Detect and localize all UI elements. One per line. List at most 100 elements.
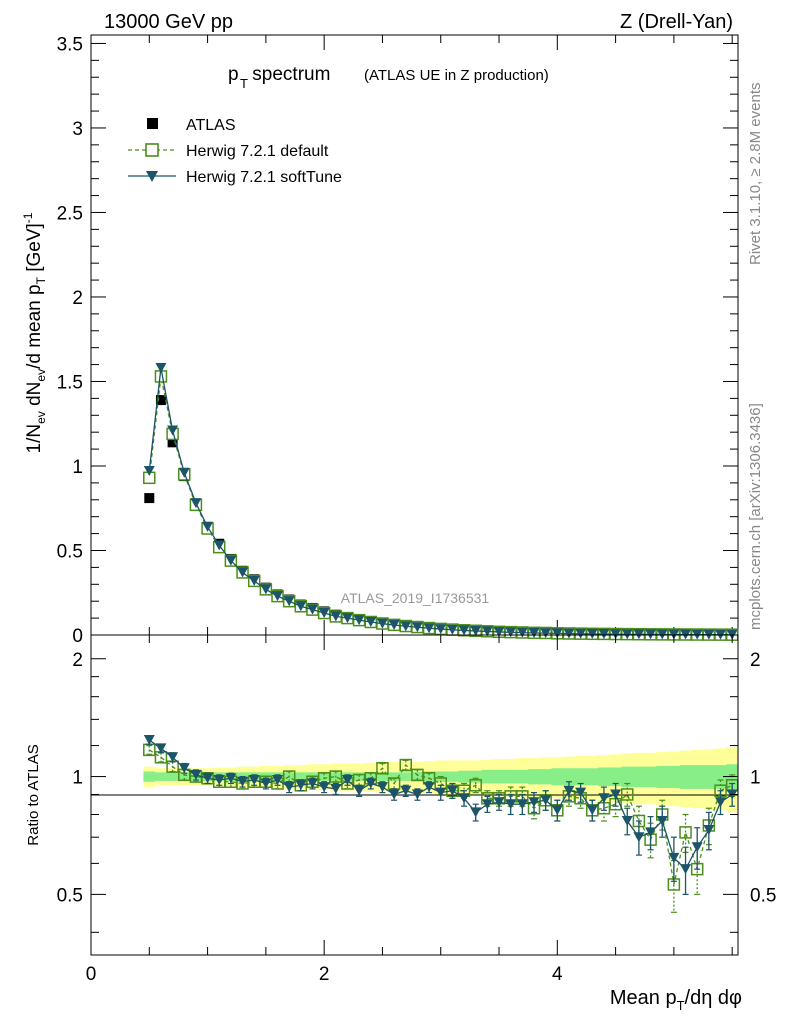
ratio-point-softtune-29 bbox=[481, 799, 493, 810]
ratio-point-softtune-9 bbox=[248, 774, 260, 785]
ratio-point-softtune-22 bbox=[400, 785, 412, 796]
ratio-point-softtune-2 bbox=[167, 752, 179, 763]
ratio-point-softtune-42 bbox=[633, 832, 645, 843]
main-point-softtune-21 bbox=[388, 620, 400, 631]
main-point-softtune-4 bbox=[190, 498, 202, 509]
ratio-point-softtune-26 bbox=[446, 785, 458, 796]
ratio-point-softtune-34 bbox=[540, 795, 552, 806]
main-point-softtune-22 bbox=[400, 621, 412, 632]
main-point-softtune-40 bbox=[610, 629, 622, 640]
main-point-softtune-10 bbox=[260, 584, 272, 595]
main-point-atlas-1 bbox=[155, 395, 166, 406]
ratio-point-softtune-21 bbox=[388, 789, 400, 800]
x-label: Mean pT/dη dφ bbox=[610, 987, 742, 1013]
ratio-point-softtune-3 bbox=[178, 763, 190, 774]
main-point-softtune-6 bbox=[213, 540, 225, 551]
ratio-point-softtune-37 bbox=[575, 787, 587, 798]
ratio-point-softtune-38 bbox=[586, 805, 598, 816]
ratio-point-default-20 bbox=[376, 762, 389, 775]
ratio-point-softtune-39 bbox=[598, 793, 610, 804]
main-ytick-label-1: 0.5 bbox=[57, 541, 83, 562]
main-ytick-label-0: 0 bbox=[72, 626, 83, 647]
main-y-label: 1/Nev dNev/d mean pT [GeV]-1 bbox=[21, 212, 48, 453]
main-point-softtune-8 bbox=[237, 567, 249, 578]
ratio-point-softtune-12 bbox=[283, 782, 295, 793]
ratio-ytick-label-0: 0.5 bbox=[57, 885, 83, 906]
main-point-softtune-42 bbox=[633, 629, 645, 640]
ratio-y-label: Ratio to ATLAS bbox=[25, 744, 42, 845]
ratio-point-softtune-19 bbox=[365, 778, 377, 789]
main-point-softtune-13 bbox=[295, 601, 307, 612]
ratio-point-softtune-32 bbox=[516, 799, 528, 810]
title-p: p bbox=[228, 64, 239, 85]
main-point-softtune-19 bbox=[365, 616, 377, 627]
ratio-point-softtune-46 bbox=[680, 864, 692, 875]
ratio-point-default-46 bbox=[679, 826, 692, 839]
legend-atlas-label: ATLAS bbox=[186, 117, 236, 134]
ratio-point-softtune-0 bbox=[143, 735, 155, 746]
legend-softtune-label: Herwig 7.2.1 softTune bbox=[186, 169, 342, 186]
main-ytick-label-6: 3 bbox=[72, 119, 83, 140]
main-point-softtune-29 bbox=[481, 626, 493, 637]
ratio-ytick-label-right-1: 1 bbox=[750, 768, 761, 789]
ratio-point-softtune-27 bbox=[458, 793, 470, 804]
main-point-softtune-31 bbox=[505, 627, 517, 638]
title-rest: spectrum bbox=[247, 64, 330, 85]
plot-title: p T spectrum (ATLAS UE in Z production) bbox=[228, 64, 549, 91]
main-point-atlas-0 bbox=[144, 493, 155, 504]
main-point-softtune-37 bbox=[575, 628, 587, 639]
main-ytick-label-4: 2 bbox=[72, 288, 83, 309]
main-point-softtune-43 bbox=[645, 629, 657, 640]
ratio-point-softtune-33 bbox=[528, 797, 540, 808]
ratio-point-default-28 bbox=[469, 779, 482, 792]
ratio-point-softtune-17 bbox=[341, 774, 353, 785]
main-point-softtune-24 bbox=[423, 623, 435, 634]
main-point-softtune-17 bbox=[341, 613, 353, 624]
main-point-softtune-15 bbox=[318, 608, 330, 619]
title-note: (ATLAS UE in Z production) bbox=[364, 67, 549, 84]
ratio-point-softtune-30 bbox=[493, 797, 505, 808]
title-sub: T bbox=[240, 76, 248, 91]
ratio-ytick-label-right-2: 2 bbox=[750, 650, 761, 671]
main-point-softtune-16 bbox=[330, 611, 342, 622]
main-point-softtune-18 bbox=[353, 615, 365, 626]
ratio-point-default-22 bbox=[399, 758, 413, 772]
ratio-point-softtune-44 bbox=[656, 815, 668, 826]
ratio-frame bbox=[90, 634, 739, 956]
ratio-line-default bbox=[148, 749, 733, 885]
xtick-label-1: 2 bbox=[319, 964, 330, 985]
main-series bbox=[143, 362, 739, 641]
ratio-point-softtune-20 bbox=[376, 782, 388, 793]
header-left: 13000 GeV pp bbox=[104, 11, 233, 33]
ratio-ytick-label-1: 1 bbox=[72, 768, 83, 789]
ratio-point-softtune-35 bbox=[551, 805, 563, 816]
legend: ATLAS Herwig 7.2.1 default Herwig 7.2.1 … bbox=[128, 117, 342, 186]
ratio-point-softtune-10 bbox=[260, 778, 272, 789]
ratio-point-softtune-16 bbox=[330, 783, 342, 794]
main-point-softtune-2 bbox=[167, 425, 179, 436]
main-point-softtune-28 bbox=[470, 625, 482, 636]
ratio-point-softtune-11 bbox=[272, 774, 284, 785]
ratio-point-softtune-4 bbox=[190, 769, 202, 780]
main-point-softtune-1 bbox=[155, 362, 167, 373]
main-point-softtune-34 bbox=[540, 628, 552, 639]
x-ticks: 0 2 4 bbox=[86, 635, 733, 985]
main-point-softtune-27 bbox=[458, 625, 470, 636]
main-point-softtune-33 bbox=[528, 627, 540, 638]
ratio-point-softtune-14 bbox=[306, 778, 318, 789]
ratio-point-softtune-47 bbox=[691, 842, 703, 853]
main-point-softtune-39 bbox=[598, 629, 610, 640]
ratio-ytick-label-2: 2 bbox=[72, 650, 83, 671]
ratio-point-softtune-1 bbox=[155, 743, 167, 754]
main-point-softtune-12 bbox=[283, 596, 295, 607]
ratio-panel: 0.5 0.5 1 1 2 2 0 2 4 Ratio to ATLAS Mean pT/dη… bbox=[25, 634, 776, 1013]
legend-default-label: Herwig 7.2.1 default bbox=[186, 143, 329, 160]
ratio-point-softtune-15 bbox=[318, 782, 330, 793]
main-point-softtune-32 bbox=[516, 627, 528, 638]
main-ytick-label-5: 2.5 bbox=[57, 203, 83, 224]
main-point-softtune-38 bbox=[586, 628, 598, 639]
main-point-softtune-7 bbox=[225, 555, 237, 566]
main-ytick-label-2: 1 bbox=[72, 457, 83, 478]
main-point-softtune-23 bbox=[411, 622, 423, 633]
ratio-point-softtune-40 bbox=[610, 789, 622, 800]
